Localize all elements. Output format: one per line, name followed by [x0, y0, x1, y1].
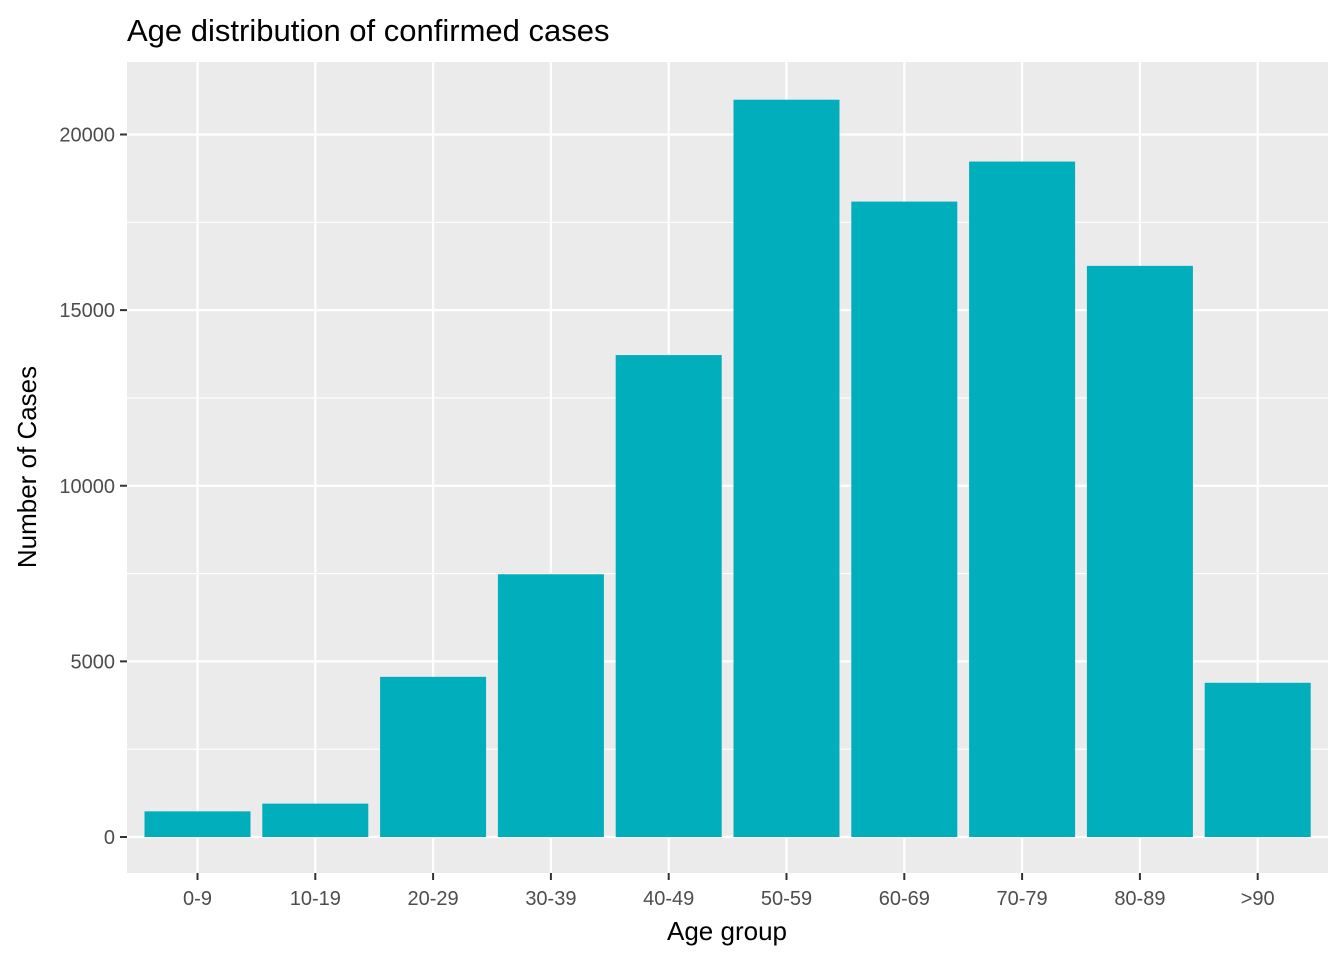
- bar: [1204, 682, 1311, 837]
- y-tick-label: 15000: [59, 300, 115, 322]
- bar: [615, 355, 722, 837]
- x-tick-label: 60-69: [879, 888, 930, 910]
- bar: [262, 803, 369, 837]
- y-tick-label: 5000: [71, 651, 116, 673]
- y-axis-ticks: 0 5000 10000 15000 20000: [59, 125, 127, 849]
- x-axis-title: Age group: [667, 916, 787, 946]
- x-tick-label: 0-9: [183, 888, 212, 910]
- bar: [733, 99, 840, 837]
- x-axis-ticks: 0-9 10-19 20-29 30-39 40-49 50-59 60-69 70-79 80…: [183, 873, 1275, 910]
- chart-title: Age distribution of confirmed cases: [127, 13, 609, 48]
- x-tick-label: 80-89: [1114, 888, 1165, 910]
- x-tick-label: 40-49: [643, 888, 694, 910]
- x-tick-label: >90: [1241, 888, 1275, 910]
- x-tick-label: 50-59: [761, 888, 812, 910]
- y-tick-label: 10000: [59, 476, 115, 498]
- x-tick-label: 20-29: [408, 888, 459, 910]
- x-tick-label: 30-39: [525, 888, 576, 910]
- bar: [144, 811, 251, 837]
- x-tick-label: 70-79: [997, 888, 1048, 910]
- bar: [380, 676, 487, 837]
- y-tick-label: 20000: [59, 125, 115, 147]
- bars: [144, 99, 1311, 837]
- bar: [497, 574, 604, 837]
- x-tick-label: 10-19: [290, 888, 341, 910]
- bar: [1086, 265, 1193, 837]
- bar: [969, 161, 1076, 837]
- y-tick-label: 0: [104, 827, 115, 849]
- bar: [851, 201, 958, 837]
- y-axis-title: Number of Cases: [12, 366, 42, 568]
